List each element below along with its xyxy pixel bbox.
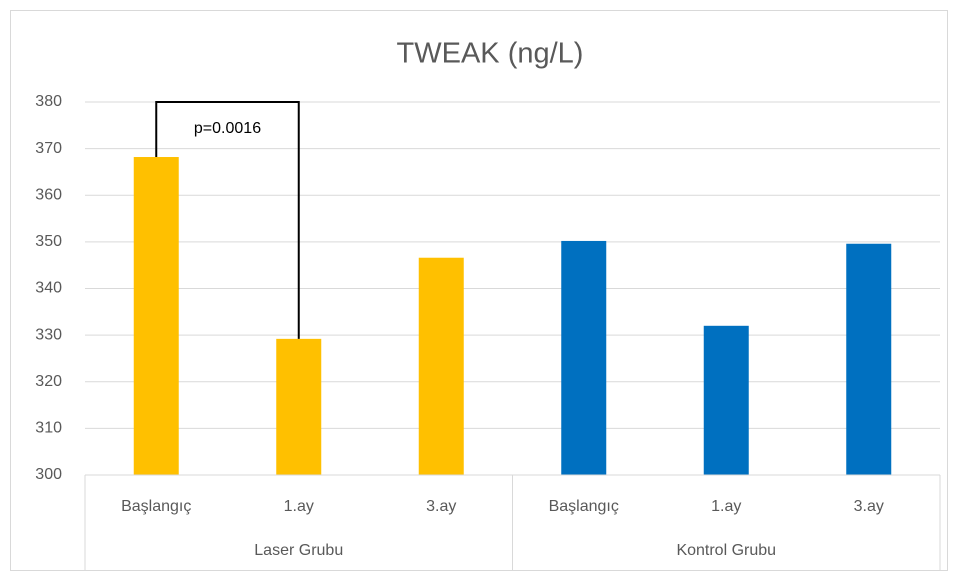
significance-bracket: [155, 101, 300, 339]
y-tick-label: 300: [35, 466, 62, 483]
bar: [276, 338, 322, 475]
y-tick-label: 310: [35, 420, 62, 437]
x-tick-label: 3.ay: [854, 498, 884, 515]
y-tick-label: 380: [35, 93, 62, 110]
y-tick-label: 370: [35, 140, 62, 157]
y-tick-label: 350: [35, 233, 62, 250]
y-tick-label: 360: [35, 186, 62, 203]
y-tick-label: 320: [35, 373, 62, 390]
y-tick-label: 330: [35, 326, 62, 343]
x-tick-label: 1.ay: [711, 498, 741, 515]
x-tick-label: Başlangıç: [549, 498, 619, 515]
y-tick-label: 340: [35, 280, 62, 297]
bar: [561, 240, 607, 475]
group-label: Laser Grubu: [254, 542, 343, 559]
bar: [133, 157, 179, 475]
chart-title: TWEAK (ng/L): [397, 38, 584, 70]
x-tick-label: 3.ay: [426, 498, 456, 515]
annotation: p=0.0016: [194, 120, 261, 137]
x-tick-label: 1.ay: [284, 498, 314, 515]
group-label: Kontrol Grubu: [676, 542, 776, 559]
x-tick-label: Başlangıç: [121, 498, 191, 515]
bar: [418, 257, 464, 475]
bar: [703, 325, 749, 475]
bar: [846, 243, 892, 475]
